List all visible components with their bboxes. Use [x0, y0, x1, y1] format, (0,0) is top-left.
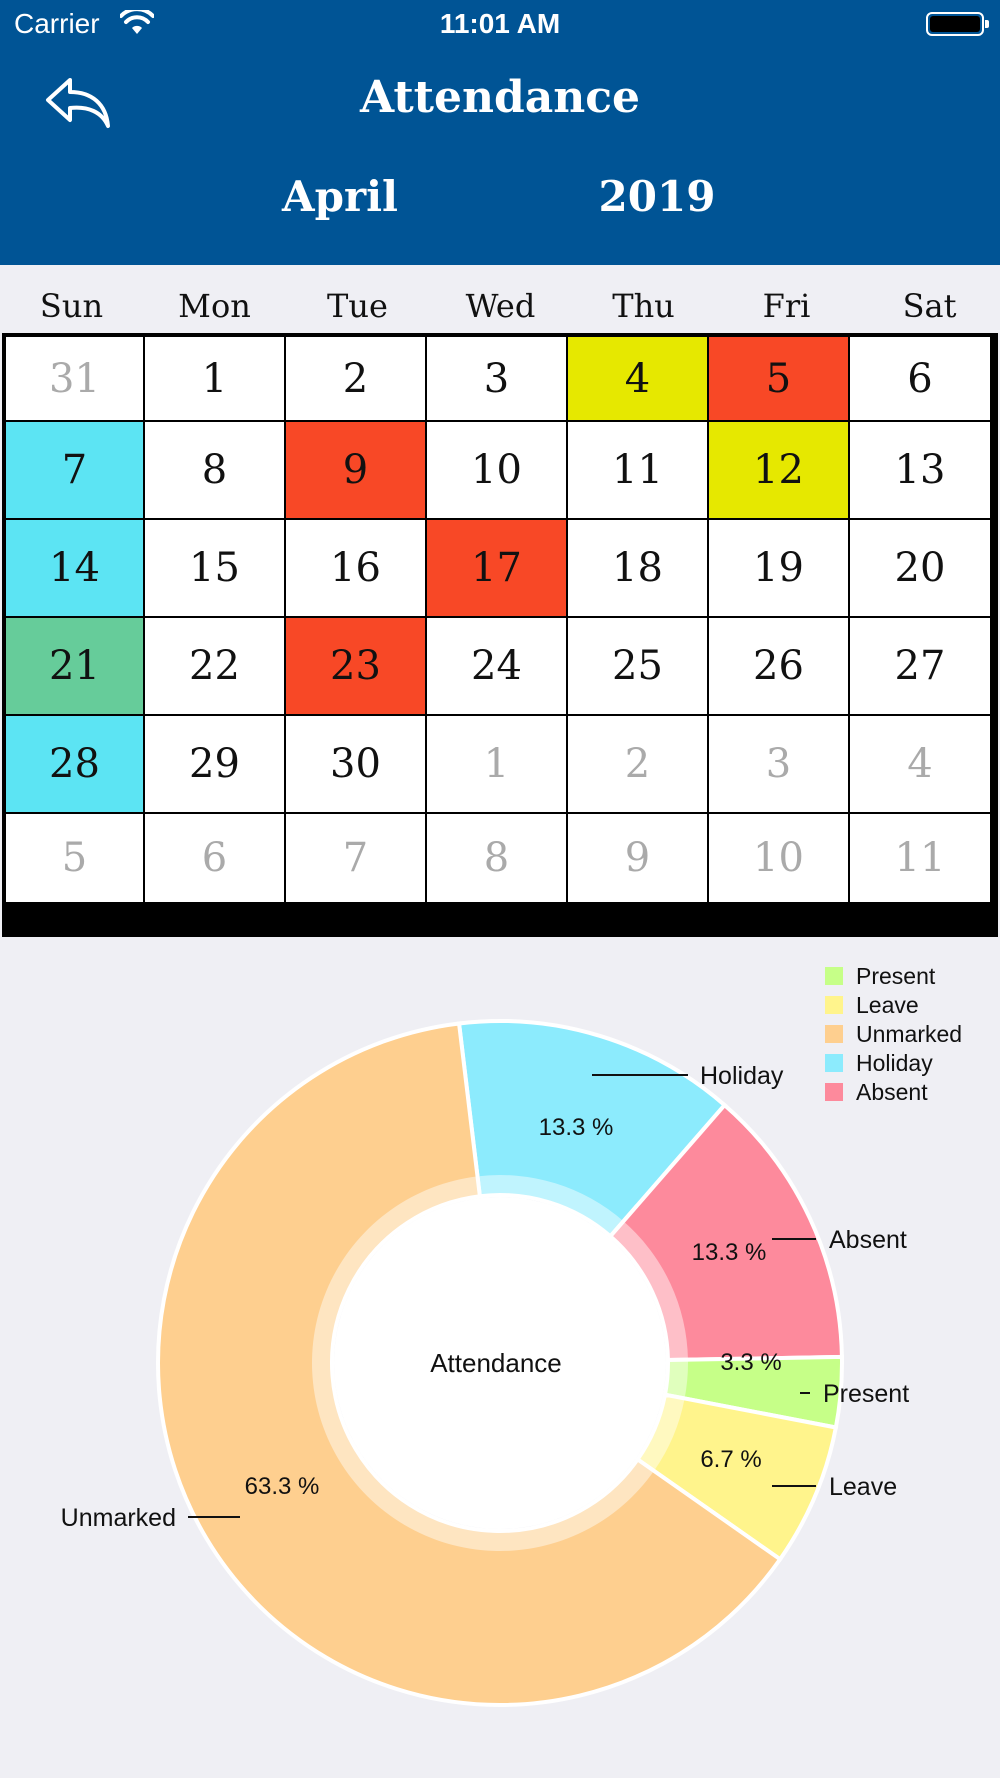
- legend-label: Present: [856, 963, 936, 989]
- calendar-day-cell[interactable]: 22: [145, 618, 284, 714]
- pie-value-label: 63.3 %: [245, 1473, 320, 1500]
- calendar-day-cell[interactable]: 2: [286, 337, 425, 420]
- calendar-day-cell[interactable]: 1: [145, 337, 284, 420]
- calendar-day-cell[interactable]: 11: [850, 814, 990, 902]
- calendar-day-cell[interactable]: 9: [568, 814, 707, 902]
- calendar-day-cell[interactable]: 4: [568, 337, 707, 420]
- pie-inner-ring-leave: [637, 1394, 685, 1471]
- calendar-day-cell[interactable]: 27: [850, 618, 990, 714]
- attendance-chart: Attendance 13.3 % Holiday 13.3 % Absent 3.3 %…: [0, 940, 1000, 1778]
- weekday-sat: Sat: [902, 287, 957, 325]
- calendar-day-cell[interactable]: 15: [145, 520, 284, 616]
- calendar-day-cell[interactable]: 17: [427, 520, 566, 616]
- pie-category-label: Leave: [829, 1473, 897, 1501]
- calendar-day-cell[interactable]: 4: [850, 716, 990, 812]
- calendar-day-cell[interactable]: 31: [6, 337, 143, 420]
- legend-swatch: [825, 1083, 843, 1101]
- calendar-day-cell[interactable]: 2: [568, 716, 707, 812]
- calendar-day-cell[interactable]: 29: [145, 716, 284, 812]
- calendar-day-cell[interactable]: 3: [427, 337, 566, 420]
- calendar-day-cell[interactable]: 18: [568, 520, 707, 616]
- legend-swatch: [825, 1054, 843, 1072]
- calendar-day-cell[interactable]: 12: [709, 422, 848, 518]
- nav-header: Carrier 11:01 AM Attendance April 2019: [0, 0, 1000, 265]
- calendar-day-cell[interactable]: 3: [709, 716, 848, 812]
- pie-slice-unmarked[interactable]: [156, 1021, 783, 1707]
- calendar-day-cell[interactable]: 20: [850, 520, 990, 616]
- pie-category-label: Unmarked: [61, 1504, 176, 1532]
- pie-inner-ring-holiday: [477, 1175, 624, 1237]
- legend-label: Leave: [856, 992, 919, 1018]
- calendar-day-cell[interactable]: 11: [568, 422, 707, 518]
- calendar-day-cell[interactable]: 30: [286, 716, 425, 812]
- pie-inner-ring-present: [664, 1359, 688, 1399]
- month-selector[interactable]: April: [282, 172, 398, 221]
- pie-slice-absent[interactable]: [607, 1102, 844, 1363]
- pie-value-label: 3.3 %: [720, 1349, 781, 1376]
- pie-center-hole: [334, 1197, 666, 1529]
- legend-swatch: [825, 996, 843, 1014]
- calendar-day-cell[interactable]: 8: [145, 422, 284, 518]
- weekday-fri: Fri: [762, 287, 811, 325]
- calendar-day-cell[interactable]: 21: [6, 618, 143, 714]
- legend-label: Holiday: [856, 1050, 933, 1076]
- pie-value-label: 13.3 %: [539, 1114, 614, 1141]
- calendar-day-cell[interactable]: 5: [6, 814, 143, 902]
- weekday-mon: Mon: [178, 287, 251, 325]
- calendar-day-cell[interactable]: 24: [427, 618, 566, 714]
- calendar-day-cell[interactable]: 23: [286, 618, 425, 714]
- pie-category-label: Holiday: [700, 1062, 784, 1090]
- calendar-day-cell[interactable]: 28: [6, 716, 143, 812]
- pie-value-label: 13.3 %: [692, 1239, 767, 1266]
- attendance-pie-chart: Attendance 13.3 % Holiday 13.3 % Absent 3.3 %…: [61, 1019, 909, 1707]
- weekday-wed: Wed: [465, 287, 536, 325]
- clock-label: 11:01 AM: [439, 8, 561, 39]
- calendar-day-cell[interactable]: 16: [286, 520, 425, 616]
- weekday-thu: Thu: [612, 287, 675, 325]
- calendar-day-cell[interactable]: 25: [568, 618, 707, 714]
- calendar-day-cell[interactable]: 26: [709, 618, 848, 714]
- status-bar: Carrier 11:01 AM: [0, 0, 1000, 50]
- calendar-day-cell[interactable]: 13: [850, 422, 990, 518]
- calendar-day-cell[interactable]: 5: [709, 337, 848, 420]
- year-selector[interactable]: 2019: [598, 172, 716, 221]
- calendar-day-cell[interactable]: 8: [427, 814, 566, 902]
- calendar-day-cell[interactable]: 10: [709, 814, 848, 902]
- back-arrow-icon[interactable]: [44, 74, 114, 130]
- pie-category-label: Present: [823, 1380, 909, 1408]
- calendar-day-cell[interactable]: 7: [6, 422, 143, 518]
- calendar-grid: 31 1 2 3 4 5 6 7 8 9 10 11 12 13 14 15 16 17 18 19 20 21 22 23 2…: [2, 333, 998, 937]
- page-title: Attendance: [359, 72, 641, 123]
- calendar-day-cell[interactable]: 10: [427, 422, 566, 518]
- battery-icon: [926, 12, 989, 36]
- calendar-day-cell[interactable]: 6: [850, 337, 990, 420]
- calendar-day-cell[interactable]: 7: [286, 814, 425, 902]
- calendar-day-cell[interactable]: 6: [145, 814, 284, 902]
- wifi-icon: [120, 10, 154, 34]
- calendar-day-cell[interactable]: 9: [286, 422, 425, 518]
- legend-swatch: [825, 1025, 843, 1043]
- legend-swatch: [825, 967, 843, 985]
- weekday-sun: Sun: [39, 287, 104, 325]
- pie-center-text: Attendance: [430, 1348, 562, 1378]
- pie-inner-ring-absent: [610, 1221, 688, 1361]
- calendar-day-cell[interactable]: 14: [6, 520, 143, 616]
- weekday-header-row: Sun Mon Tue Wed Thu Fri Sat: [0, 265, 1000, 335]
- weekday-tue: Tue: [327, 287, 388, 325]
- legend-label: Unmarked: [856, 1021, 963, 1047]
- carrier-label: Carrier: [14, 8, 100, 39]
- calendar-day-cell[interactable]: 19: [709, 520, 848, 616]
- pie-value-label: 6.7 %: [700, 1446, 761, 1473]
- pie-category-label: Absent: [829, 1226, 907, 1254]
- legend-label: Absent: [856, 1079, 928, 1105]
- calendar-day-cell[interactable]: 1: [427, 716, 566, 812]
